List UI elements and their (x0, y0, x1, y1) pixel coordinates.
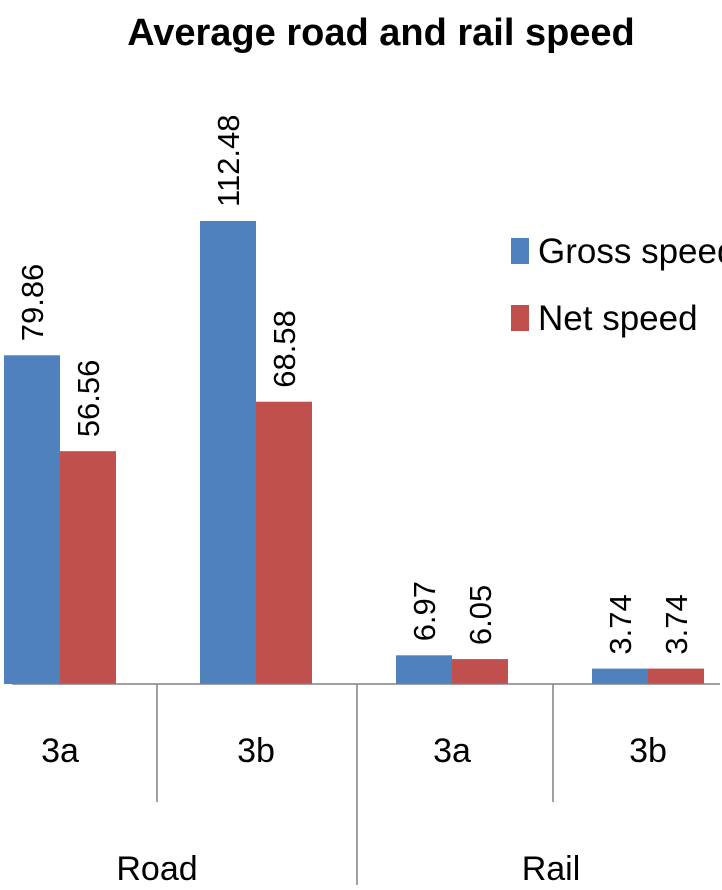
legend-swatch-gross-speed (511, 238, 529, 264)
data-label: 6.05 (463, 585, 498, 645)
data-labels-layer: 79.86 112.48 6.97 3.74 56.56 68.58 6.05 3.74 (15, 114, 694, 654)
x-axis: 3a 3b 3a 3b Road Rail (12, 683, 720, 888)
bar-net-speed-rail-3a (452, 659, 508, 684)
legend-swatch-net-speed (511, 305, 529, 331)
bar-gross-speed-road-3a (4, 355, 60, 684)
legend-label-gross-speed: Gross speed (538, 232, 722, 271)
x-tick-label: 3b (629, 732, 667, 770)
bar-net-speed-road-3b (256, 401, 312, 684)
bars-layer (4, 221, 704, 684)
data-label: 56.56 (71, 360, 106, 438)
group-label-rail: Rail (522, 850, 581, 885)
data-label: 6.97 (407, 581, 442, 641)
x-tick-label: 3a (41, 732, 79, 770)
legend-label-net-speed: Net speed (538, 299, 698, 338)
bar-gross-speed-road-3b (200, 221, 256, 684)
data-label: 68.58 (267, 310, 302, 388)
data-label: 79.86 (15, 264, 50, 342)
bar-net-speed-rail-3b (648, 668, 704, 684)
bar-gross-speed-rail-3a (396, 655, 452, 684)
bar-net-speed-road-3a (60, 451, 116, 684)
x-tick-label: 3b (237, 732, 275, 770)
bar-gross-speed-rail-3b (592, 668, 648, 684)
legend: Gross speed Net speed (511, 232, 722, 338)
x-tick-label: 3a (433, 732, 471, 770)
data-label: 3.74 (603, 594, 638, 654)
data-label: 112.48 (211, 114, 246, 207)
data-label: 3.74 (659, 594, 694, 654)
chart-title: Average road and rail speed (127, 12, 635, 54)
group-label-road: Road (116, 850, 197, 885)
